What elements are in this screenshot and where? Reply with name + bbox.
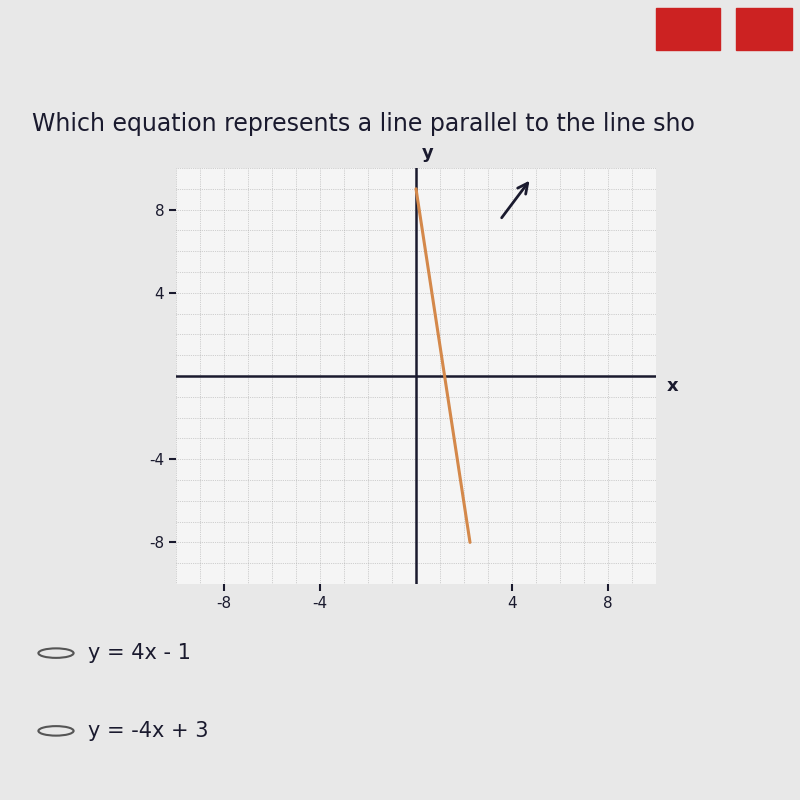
Text: y = -4x + 3: y = -4x + 3 (88, 721, 209, 741)
Bar (656, 8, 720, 50)
Text: x: x (667, 378, 678, 395)
Text: Which equation represents a line parallel to the line sho: Which equation represents a line paralle… (32, 111, 695, 135)
Text: y: y (422, 145, 434, 162)
Text: y = 4x - 1: y = 4x - 1 (88, 643, 191, 663)
Bar (736, 8, 792, 50)
